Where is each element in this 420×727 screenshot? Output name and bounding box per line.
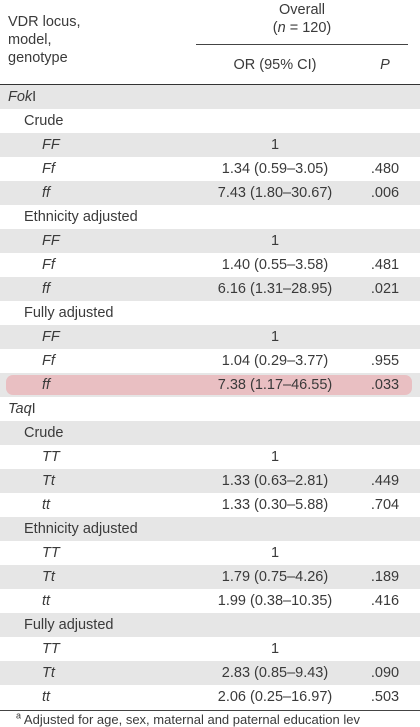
model-label: Fully adjusted — [24, 305, 114, 321]
genotype-label: FF — [42, 329, 60, 345]
genotype-label: Tt — [42, 665, 55, 681]
overall-title: Overall — [279, 2, 325, 18]
p-value-cell: .090 — [370, 665, 400, 681]
p-value-cell: .955 — [370, 353, 400, 369]
model-row: Fully adjusted — [0, 301, 420, 325]
header-line: genotype — [8, 50, 68, 66]
model-label: Crude — [24, 113, 64, 129]
model-row: Crude — [0, 109, 420, 133]
genotype-label: Tt — [42, 569, 55, 585]
genotype-row: TT 1 — [0, 445, 420, 469]
odds-ratio-cell: 2.06 (0.25–16.97) — [217, 689, 333, 705]
p-value-cell: .480 — [370, 161, 400, 177]
genotype-label: TT — [42, 449, 60, 465]
model-row: Ethnicity adjusted — [0, 205, 420, 229]
genotype-label: TT — [42, 641, 60, 657]
header-divider — [196, 44, 408, 45]
p-value-cell: .481 — [370, 257, 400, 273]
genotype-row: FF 1 — [0, 229, 420, 253]
genotype-label: Tt — [42, 473, 55, 489]
genotype-label: TT — [42, 545, 60, 561]
genotype-row: tt 1.99 (0.38–10.35) .416 — [0, 589, 420, 613]
odds-ratio-cell: 7.43 (1.80–30.67) — [217, 185, 333, 201]
model-row: Fully adjusted — [0, 613, 420, 637]
genotype-label: tt — [42, 497, 51, 513]
locus-row: FokI — [0, 85, 420, 109]
genotype-row: Tt 2.83 (0.85–9.43) .090 — [0, 661, 420, 685]
p-value-cell: .449 — [370, 473, 400, 489]
genotype-label: Ff — [42, 161, 55, 177]
row-label-header: VDR locus, model, genotype — [8, 13, 81, 67]
odds-ratio-cell: 1 — [270, 137, 280, 153]
odds-ratio-cell: 1 — [270, 641, 280, 657]
model-label: Crude — [24, 425, 64, 441]
genotype-label: Ff — [42, 257, 55, 273]
genotype-row: Tt 1.79 (0.75–4.26) .189 — [0, 565, 420, 589]
odds-ratio-cell: 2.83 (0.85–9.43) — [221, 665, 329, 681]
genotype-label: ff — [42, 185, 51, 201]
p-value-cell: .021 — [370, 281, 400, 297]
model-row: Ethnicity adjusted — [0, 517, 420, 541]
genotype-label: ff — [42, 281, 51, 297]
model-row: Crude — [0, 421, 420, 445]
genotype-label: tt — [42, 593, 51, 609]
table-bottom-rule — [0, 710, 420, 711]
model-label: Ethnicity adjusted — [24, 209, 138, 225]
header-line: VDR locus, — [8, 14, 81, 30]
p-value-cell: .033 — [370, 377, 400, 393]
p-column-header: P — [380, 57, 390, 73]
locus-label: TaqI — [8, 401, 36, 417]
genotype-row: FF 1 — [0, 133, 420, 157]
genotype-row: TT 1 — [0, 637, 420, 661]
footnote-marker: a — [16, 710, 22, 721]
genotype-label: Ff — [42, 353, 55, 369]
genotype-row: FF 1 — [0, 325, 420, 349]
table-body: FokI Crude FF 1 Ff 1.34 (0.59–3.05) .480 ff 7.43… — [0, 85, 420, 709]
p-value-cell: .503 — [370, 689, 400, 705]
genotype-row: Tt 1.33 (0.63–2.81) .449 — [0, 469, 420, 493]
overall-column-group-header: Overall (n = 120) — [196, 1, 408, 37]
genotype-row: ff 6.16 (1.31–28.95) .021 — [0, 277, 420, 301]
odds-ratio-cell: 1 — [270, 233, 280, 249]
model-label: Fully adjusted — [24, 617, 114, 633]
overall-n: (n = 120) — [272, 20, 332, 36]
genotype-label: tt — [42, 689, 51, 705]
p-value-cell: .416 — [370, 593, 400, 609]
odds-ratio-cell: 1.33 (0.30–5.88) — [221, 497, 329, 513]
genotype-label: FF — [42, 233, 60, 249]
genotype-label: ff — [42, 377, 51, 393]
locus-label: FokI — [8, 89, 37, 105]
p-value-cell: .189 — [370, 569, 400, 585]
odds-ratio-cell: 7.38 (1.17–46.55) — [217, 377, 333, 393]
p-value-cell: .006 — [370, 185, 400, 201]
header-bottom-rule — [0, 84, 420, 85]
odds-ratio-cell: 1 — [270, 329, 280, 345]
odds-ratio-cell: 1.99 (0.38–10.35) — [217, 593, 333, 609]
genotype-row: ff 7.43 (1.80–30.67) .006 — [0, 181, 420, 205]
odds-ratio-cell: 1 — [270, 545, 280, 561]
header-line: model, — [8, 32, 52, 48]
highlight-band — [6, 375, 412, 395]
genotype-row: ff 7.38 (1.17–46.55) .033 — [0, 373, 420, 397]
genotype-row: TT 1 — [0, 541, 420, 565]
odds-ratio-cell: 1.33 (0.63–2.81) — [221, 473, 329, 489]
odds-ratio-cell: 1.34 (0.59–3.05) — [221, 161, 329, 177]
genotype-row: Ff 1.04 (0.29–3.77) .955 — [0, 349, 420, 373]
odds-ratio-cell: 1.04 (0.29–3.77) — [221, 353, 329, 369]
odds-ratio-cell: 1.40 (0.55–3.58) — [221, 257, 329, 273]
genotype-row: tt 1.33 (0.30–5.88) .704 — [0, 493, 420, 517]
footnote-text: Adjusted for age, sex, maternal and pate… — [23, 712, 360, 727]
genotype-row: Ff 1.34 (0.59–3.05) .480 — [0, 157, 420, 181]
genotype-row: Ff 1.40 (0.55–3.58) .481 — [0, 253, 420, 277]
odds-ratio-cell: 6.16 (1.31–28.95) — [217, 281, 333, 297]
model-label: Ethnicity adjusted — [24, 521, 138, 537]
or-column-header: OR (95% CI) — [233, 57, 317, 73]
locus-row: TaqI — [0, 397, 420, 421]
table-footnote: a Adjusted for age, sex, maternal and pa… — [16, 710, 360, 727]
odds-ratio-cell: 1 — [270, 449, 280, 465]
genotype-row: tt 2.06 (0.25–16.97) .503 — [0, 685, 420, 709]
p-value-cell: .704 — [370, 497, 400, 513]
genotype-label: FF — [42, 137, 60, 153]
odds-ratio-cell: 1.79 (0.75–4.26) — [221, 569, 329, 585]
